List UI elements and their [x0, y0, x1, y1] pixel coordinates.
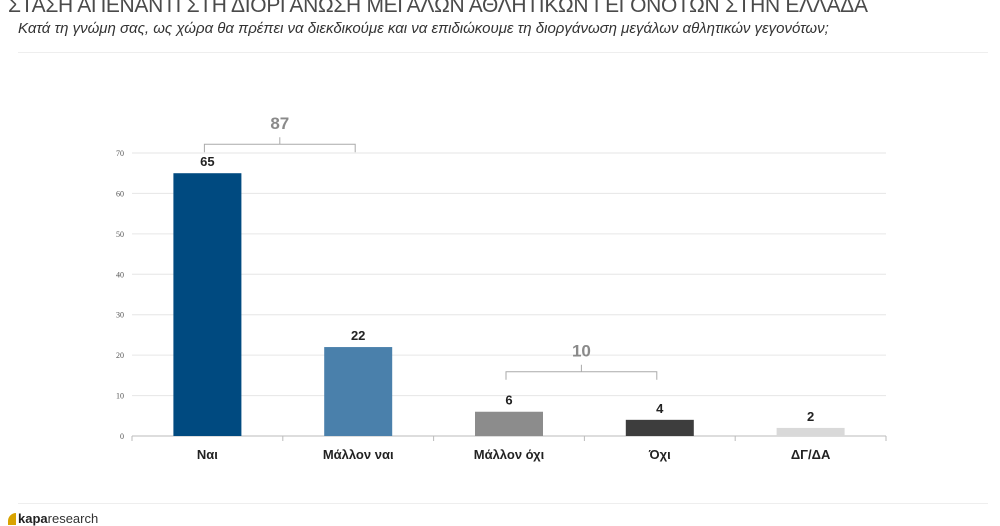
bar-1	[324, 347, 393, 436]
y-tick-label: 30	[116, 311, 124, 320]
y-tick-label: 60	[116, 189, 124, 198]
y-tick-label: 10	[116, 392, 124, 401]
bracket-total-label: 10	[572, 342, 591, 361]
y-tick-label: 70	[116, 149, 124, 158]
kapa-research-logo: kaparesearch	[8, 511, 98, 526]
x-tick-label: Όχι	[648, 447, 671, 462]
bar-3	[625, 419, 694, 436]
footer-divider	[18, 503, 988, 504]
bracket	[505, 364, 658, 380]
header-divider	[18, 52, 988, 53]
data-label: 22	[351, 328, 365, 343]
data-label: 6	[505, 393, 512, 408]
data-label: 2	[807, 409, 814, 424]
bracket-total-label: 87	[270, 114, 289, 133]
bracket	[203, 137, 356, 153]
bar-4	[776, 427, 845, 436]
data-label: 4	[656, 401, 664, 416]
y-tick-label: 40	[116, 270, 124, 279]
bar-0	[173, 173, 242, 436]
page-title: ΣΤΑΣΗ ΑΠΕΝΑΝΤΙ ΣΤΗ ΔΙΟΡΓΑΝΩΣΗ ΜΕΓΑΛΩΝ ΑΘ…	[8, 0, 868, 17]
y-tick-label: 50	[116, 230, 124, 239]
question-subtitle: Κατά τη γνώμη σας, ως χώρα θα πρέπει να …	[18, 20, 829, 37]
bar-2	[475, 411, 543, 436]
x-tick-label: Μάλλον ναι	[323, 447, 394, 462]
x-tick-label: Ναι	[197, 447, 218, 462]
y-tick-label: 20	[116, 351, 124, 360]
y-tick-label: 0	[120, 432, 124, 441]
x-tick-label: Μάλλον όχι	[474, 447, 545, 462]
x-tick-label: ΔΓ/ΔΑ	[791, 447, 831, 462]
data-label: 65	[200, 154, 214, 169]
